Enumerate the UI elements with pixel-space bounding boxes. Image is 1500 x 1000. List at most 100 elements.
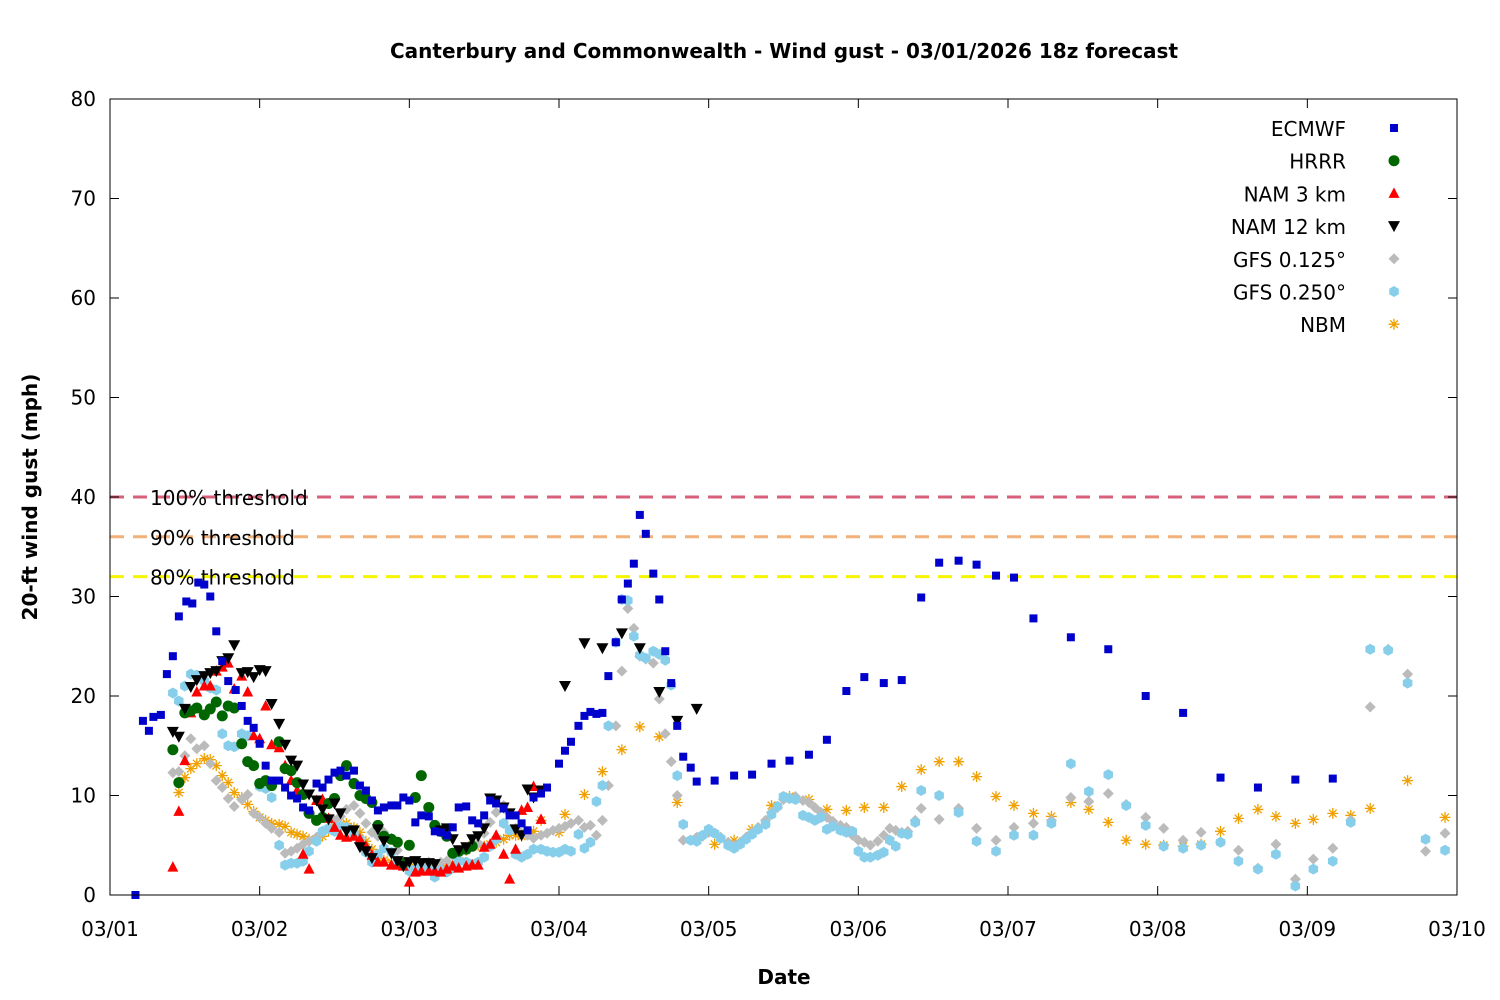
data-point (804, 750, 813, 759)
data-point (222, 777, 234, 789)
data-point (1440, 844, 1450, 856)
data-point (667, 679, 676, 688)
data-point (628, 622, 640, 634)
data-point (655, 595, 664, 604)
data-point (428, 859, 441, 871)
data-point (248, 729, 260, 741)
data-point (585, 836, 596, 848)
data-point (236, 738, 248, 750)
data-point (1327, 807, 1339, 819)
data-point (182, 597, 191, 606)
data-point (1232, 812, 1244, 824)
data-point (910, 816, 920, 828)
data-point (216, 782, 228, 794)
data-point (184, 682, 197, 694)
data-point (1121, 800, 1131, 811)
data-point (766, 799, 778, 811)
data-point (379, 803, 388, 812)
data-point (405, 796, 414, 805)
data-point (228, 640, 241, 652)
data-point (617, 595, 626, 604)
data-point (173, 787, 185, 799)
data-point (1008, 821, 1020, 833)
data-point (971, 771, 983, 783)
legend-marker (1388, 187, 1400, 198)
data-point (822, 735, 831, 744)
data-point (1307, 853, 1319, 865)
data-point (660, 654, 670, 666)
data-point (578, 789, 590, 801)
data-point (194, 578, 203, 587)
x-tick-label: 03/09 (1279, 917, 1337, 941)
data-point (611, 638, 620, 647)
y-tick-label: 0 (83, 883, 96, 907)
data-point (710, 776, 719, 785)
legend-marker (1389, 286, 1399, 297)
data-point (403, 839, 415, 851)
data-point (316, 804, 329, 816)
data-point (1140, 838, 1152, 850)
data-point (329, 821, 340, 832)
data-point (498, 833, 510, 845)
data-point (371, 824, 384, 836)
data-point (174, 612, 183, 621)
data-point (460, 842, 473, 854)
data-point (168, 652, 177, 661)
data-point (1233, 855, 1244, 867)
plot-frame (109, 98, 1458, 896)
data-point (635, 510, 644, 519)
data-point (592, 709, 601, 718)
data-point (285, 826, 297, 838)
data-point (860, 673, 869, 682)
data-point (403, 876, 415, 887)
data-point (297, 779, 310, 791)
data-point (1216, 773, 1225, 782)
data-point (360, 817, 372, 829)
data-point (1102, 788, 1114, 800)
y-tick-label: 50 (71, 386, 96, 410)
data-point (1439, 811, 1451, 823)
data-point (1158, 822, 1170, 834)
data-point (191, 702, 203, 714)
data-point (149, 712, 158, 721)
y-tick-label: 80 (71, 87, 96, 111)
data-point (790, 794, 801, 805)
data-point (310, 795, 323, 807)
data-point (365, 853, 378, 865)
data-point (210, 666, 223, 678)
data-point (1253, 863, 1263, 875)
data-point (490, 806, 502, 818)
data-point (517, 819, 526, 828)
data-point (641, 652, 651, 664)
data-point (510, 843, 522, 854)
data-point (1084, 786, 1094, 797)
data-point (173, 805, 185, 816)
data-point (173, 766, 185, 778)
data-point (1195, 826, 1207, 838)
x-tick-label: 03/10 (1428, 917, 1486, 941)
data-point (1364, 701, 1376, 713)
data-point (828, 820, 838, 832)
data-point (216, 710, 228, 722)
data-point (156, 710, 165, 719)
data-point (377, 836, 390, 848)
data-point (411, 818, 420, 827)
data-point (560, 746, 569, 755)
data-point (678, 818, 688, 830)
data-point (210, 760, 222, 772)
data-point (367, 796, 376, 805)
data-point (228, 787, 240, 799)
data-point (1364, 802, 1376, 814)
data-point (303, 789, 316, 801)
data-point (596, 766, 608, 778)
data-point (1215, 825, 1227, 837)
legend-marker (1388, 221, 1400, 233)
data-point (174, 695, 184, 707)
data-point (285, 755, 298, 767)
data-point (772, 800, 783, 812)
data-point (291, 760, 304, 772)
data-point (204, 758, 216, 770)
data-point (991, 845, 1001, 857)
data-point (423, 801, 435, 813)
